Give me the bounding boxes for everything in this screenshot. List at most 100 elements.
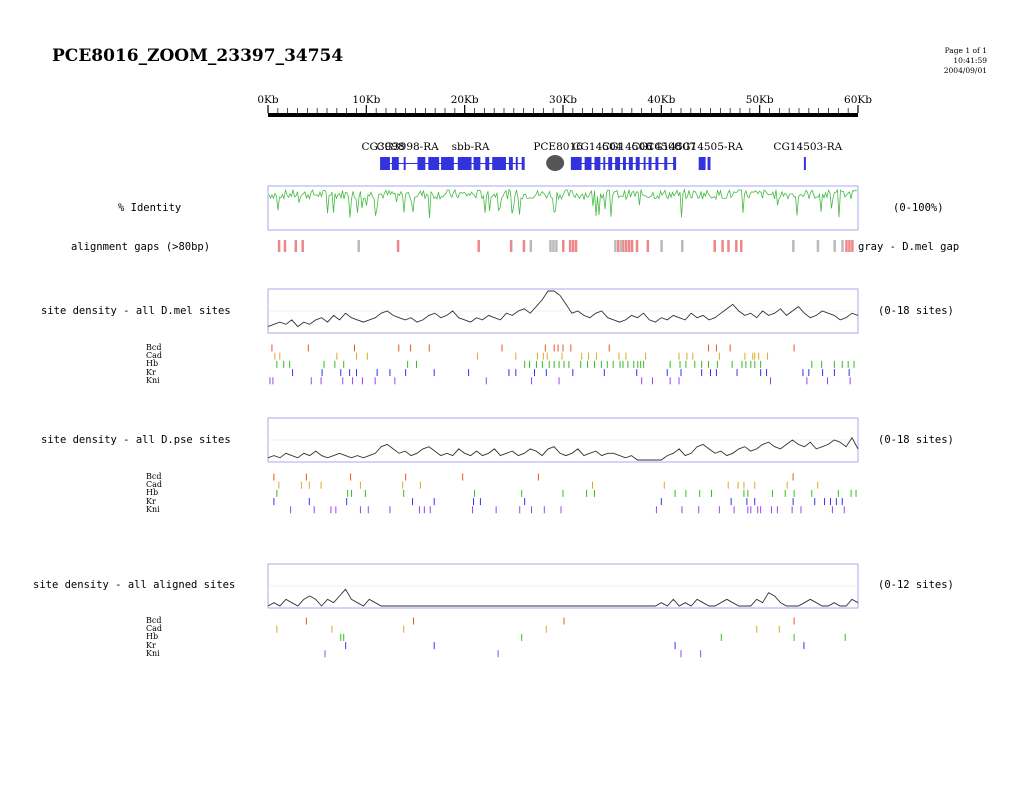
gene-overlap-label: CG14508 <box>632 141 682 153</box>
gene-exon <box>473 157 481 170</box>
ruler-tick-label: 10Kb <box>352 94 380 106</box>
factor-label: Kr <box>146 640 156 650</box>
factor-label: Cad <box>146 351 163 361</box>
gene-label: CG14505-RA <box>674 141 743 153</box>
gene-overlap-label: CG3998 <box>361 141 404 153</box>
gene-exon <box>603 157 606 170</box>
gene-label: sbb-RA <box>452 141 490 153</box>
factor-label: Hb <box>146 488 159 498</box>
section-dmel-range: (0-18 sites) <box>878 305 954 317</box>
factor-label: Kr <box>146 496 156 506</box>
factor-label: Kr <box>146 367 156 377</box>
section-dpse-range: (0-18 sites) <box>878 434 954 446</box>
section-dmel-label: site density - all D.mel sites <box>41 305 231 317</box>
gene-exon <box>628 157 633 170</box>
ruler-tick-label: 30Kb <box>549 94 577 106</box>
print-date: 2004/09/01 <box>943 66 987 75</box>
section-dpse-factor-list: Bcd Cad Hb Kr Kni <box>146 472 163 514</box>
gap-mark-red <box>646 240 650 252</box>
identity-frame <box>267 185 859 231</box>
gap-mark-red <box>477 240 480 252</box>
gap-mark-gray <box>620 240 623 252</box>
factor-label: Cad <box>146 480 163 490</box>
gap-mark-red <box>622 240 625 252</box>
factor-label: Kni <box>146 375 160 385</box>
gene-label: CG3998-RA <box>377 141 440 153</box>
gap-mark-red <box>509 240 513 252</box>
gene-exon <box>441 157 454 170</box>
gap-mark-red <box>735 240 738 252</box>
gap-mark-red <box>630 240 634 252</box>
gap-mark-red <box>624 240 628 252</box>
gap-mark-red <box>740 240 743 252</box>
gaps-legend: gray - D.mel gap <box>858 241 960 253</box>
gap-mark-red <box>283 240 287 252</box>
section-dpse-label: site density - all D.pse sites <box>41 434 231 446</box>
gap-mark-red <box>301 240 304 252</box>
gap-mark-gray <box>552 240 555 252</box>
gap-mark-red <box>727 240 730 252</box>
gene-exon <box>508 157 513 170</box>
ruler-tick-label: 20Kb <box>451 94 479 106</box>
factor-label: Bcd <box>146 343 162 352</box>
factor-label: Kni <box>146 648 160 658</box>
page-number: Page 1 of 1 <box>944 46 987 55</box>
gap-mark-red <box>294 240 298 252</box>
ruler-bar <box>268 113 858 117</box>
gene-exon <box>664 157 668 170</box>
gene-label: PCE8016 <box>533 141 583 153</box>
gap-mark-red <box>522 240 526 252</box>
gene-exon <box>648 157 652 170</box>
gap-mark-red <box>627 240 631 252</box>
gene-exon <box>485 157 490 170</box>
gap-mark-red <box>562 240 565 252</box>
factor-label: Hb <box>146 359 159 369</box>
gene-exon <box>615 157 621 170</box>
factor-label: Hb <box>146 632 159 642</box>
gene-label: CG14503-RA <box>773 141 842 153</box>
factor-label: Cad <box>146 624 163 634</box>
gap-mark-gray <box>614 240 617 252</box>
factor-label: Kni <box>146 504 160 514</box>
gene-overlap-label: CG14504 <box>573 141 623 153</box>
gap-mark-red <box>617 240 620 252</box>
gene-exon <box>707 157 711 170</box>
density-line <box>267 290 859 328</box>
gaps-label: alignment gaps (>80bp) <box>71 241 211 253</box>
section-dmel-factor-list: Bcd Cad Hb Kr Kni <box>146 343 163 385</box>
gene-overlap-label: CG14506 <box>602 141 652 153</box>
gap-mark-red <box>721 240 724 252</box>
page-info: Page 1 of 1 10:41:59 2004/09/01 <box>897 46 987 76</box>
gap-mark-gray <box>833 240 836 252</box>
gap-mark-gray <box>792 240 795 252</box>
ruler-tick-label: 50Kb <box>746 94 774 106</box>
gene-exon <box>635 157 640 170</box>
gap-mark-red <box>845 240 848 252</box>
gene-exon <box>515 157 518 170</box>
gap-mark-red <box>713 240 716 252</box>
gap-mark-red <box>635 240 639 252</box>
factor-label: Bcd <box>146 616 162 625</box>
gap-mark-red <box>568 240 572 252</box>
gap-mark-gray <box>841 240 844 252</box>
gap-mark-gray <box>549 240 552 252</box>
section-aligned-label: site density - all aligned sites <box>33 579 236 591</box>
factor-label: Bcd <box>146 472 162 481</box>
gap-mark-red <box>848 240 851 252</box>
gap-mark-gray <box>681 240 684 252</box>
ruler-tick-label: 40Kb <box>647 94 675 106</box>
gap-mark-gray <box>357 240 360 252</box>
gene-exon <box>584 157 592 170</box>
gene-exon <box>457 157 472 170</box>
gene-exon <box>655 157 659 170</box>
density-line <box>267 436 859 461</box>
section-aligned-range: (0-12 sites) <box>878 579 954 591</box>
gene-exon <box>428 157 440 170</box>
gene-exon <box>403 157 406 170</box>
gene-exon <box>643 157 646 170</box>
page-title: PCE8016_ZOOM_23397_34754 <box>52 46 344 66</box>
gap-mark-red <box>396 240 400 252</box>
gap-mark-red <box>571 240 575 252</box>
gene-exon <box>570 157 582 170</box>
